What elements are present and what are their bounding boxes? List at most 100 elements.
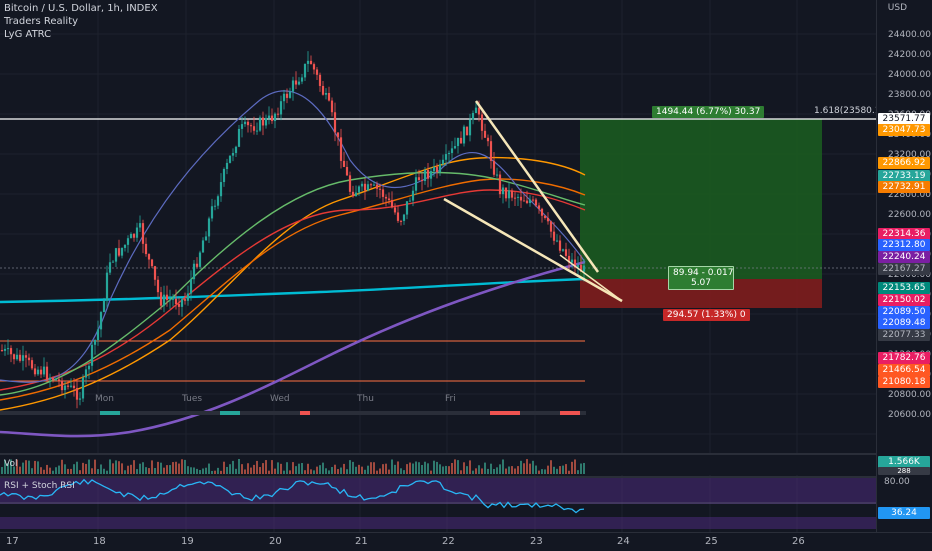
volume-bar bbox=[328, 470, 330, 474]
candle-body bbox=[27, 357, 31, 361]
fib-extension-label[interactable]: 1.618(23580.16) bbox=[814, 106, 890, 116]
volume-bar bbox=[145, 467, 147, 474]
candle-body bbox=[183, 299, 187, 301]
volume-bar bbox=[124, 470, 126, 474]
volume-bar bbox=[34, 460, 36, 474]
candle-body bbox=[318, 74, 322, 86]
candle-body bbox=[291, 80, 295, 92]
candle-body bbox=[180, 299, 184, 307]
volume-bar bbox=[532, 460, 534, 474]
ma-orange-2 bbox=[0, 178, 586, 401]
pane-separator-volume[interactable] bbox=[0, 453, 876, 455]
rsi-pane-label[interactable]: RSI + Stoch RSI bbox=[4, 481, 75, 491]
symbol-title[interactable]: Bitcoin / U.S. Dollar, 1h, INDEX bbox=[4, 3, 158, 14]
price-tag: 22153.65 bbox=[878, 282, 930, 294]
candle-body bbox=[33, 368, 37, 375]
volume-bar bbox=[511, 466, 513, 474]
candle-body bbox=[90, 344, 94, 366]
volume-bar bbox=[505, 468, 507, 474]
candle-body bbox=[78, 398, 82, 400]
candle-body bbox=[345, 166, 349, 176]
candle-body bbox=[336, 132, 340, 138]
indicator-traders-reality[interactable]: Traders Reality bbox=[4, 16, 79, 27]
candle-body bbox=[312, 64, 316, 70]
target-label[interactable]: 1494.44 (6.77%) 30.37 bbox=[652, 106, 765, 118]
candle-body bbox=[303, 63, 307, 78]
volume-bar bbox=[469, 460, 471, 474]
volume-bar bbox=[526, 459, 528, 474]
candle-body bbox=[102, 300, 106, 313]
candle-body bbox=[288, 91, 292, 98]
volume-bar bbox=[541, 469, 543, 474]
volume-bar bbox=[199, 470, 201, 474]
candle-body bbox=[348, 175, 352, 192]
volume-bar bbox=[196, 468, 198, 474]
volume-bar bbox=[130, 464, 132, 474]
volume-bar bbox=[523, 463, 525, 474]
candle-body bbox=[489, 141, 493, 161]
price-level-label: 20800.00 bbox=[888, 390, 931, 400]
candle-body bbox=[435, 166, 439, 173]
candle-body bbox=[108, 262, 112, 273]
day-label-fri: Fri bbox=[445, 394, 456, 404]
volume-bar bbox=[91, 468, 93, 474]
rsi-oversold-band bbox=[0, 517, 876, 529]
volume-bar bbox=[220, 470, 222, 474]
volume-bar bbox=[478, 465, 480, 474]
candle-body bbox=[384, 196, 388, 199]
volume-bar bbox=[193, 467, 195, 474]
volume-bar bbox=[484, 462, 486, 474]
price-level-label: 22000.00 bbox=[888, 270, 931, 280]
volume-bar bbox=[313, 470, 315, 474]
day-label-thu: Thu bbox=[357, 394, 374, 404]
volume-bar bbox=[28, 460, 30, 474]
candle-body bbox=[315, 69, 319, 75]
time-axis[interactable]: 17 18 19 20 21 22 23 24 25 26 bbox=[0, 532, 932, 551]
wedge-upper-line[interactable] bbox=[474, 100, 600, 273]
entry-label[interactable]: 89.94 - 0.017 5.07 bbox=[668, 266, 734, 290]
indicator-lyg-atrc[interactable]: LyG ATRC bbox=[4, 29, 52, 40]
price-chart-canvas[interactable] bbox=[0, 0, 876, 532]
volume-bar bbox=[322, 462, 324, 474]
volume-tag-2: 288 bbox=[878, 467, 930, 475]
candle-body bbox=[105, 272, 109, 301]
candle-body bbox=[402, 214, 406, 221]
volume-bar bbox=[82, 462, 84, 474]
volume-bar bbox=[412, 463, 414, 474]
pane-separator-rsi[interactable] bbox=[0, 476, 876, 478]
candle-body bbox=[528, 199, 532, 204]
volume-bar bbox=[136, 469, 138, 474]
wedge-lower-line[interactable] bbox=[443, 197, 623, 303]
stop-label[interactable]: 294.57 (1.33%) 0 bbox=[663, 309, 750, 321]
day-label-wed: Wed bbox=[270, 394, 290, 404]
candle-body bbox=[513, 197, 517, 199]
candle-body bbox=[135, 227, 139, 238]
volume-bar bbox=[67, 468, 69, 474]
candle-body bbox=[192, 263, 196, 280]
volume-bar bbox=[472, 470, 474, 474]
candle-body bbox=[309, 60, 313, 65]
candle-body bbox=[570, 259, 574, 263]
candle-body bbox=[471, 113, 475, 120]
price-level-label: 20600.00 bbox=[888, 410, 931, 420]
candle-body bbox=[42, 366, 46, 375]
volume-bar bbox=[160, 462, 162, 474]
volume-bar bbox=[415, 461, 417, 474]
volume-pane-label[interactable]: Vol bbox=[4, 459, 18, 469]
candle-body bbox=[18, 354, 22, 361]
candle-body bbox=[165, 294, 169, 300]
candle-body bbox=[300, 77, 304, 82]
candle-body bbox=[195, 263, 199, 267]
candle-body bbox=[360, 183, 364, 187]
signal-strip bbox=[0, 411, 586, 415]
volume-bar bbox=[175, 461, 177, 474]
volume-bar bbox=[292, 462, 294, 474]
target-zone[interactable] bbox=[580, 119, 822, 279]
price-tag: 22089.48 bbox=[878, 317, 930, 329]
rsi-value-tag: 36.24 bbox=[878, 507, 930, 519]
candle-body bbox=[477, 107, 481, 115]
price-tag: 21782.76 bbox=[878, 352, 930, 364]
candle-body bbox=[306, 60, 310, 64]
volume-bar bbox=[121, 463, 123, 474]
